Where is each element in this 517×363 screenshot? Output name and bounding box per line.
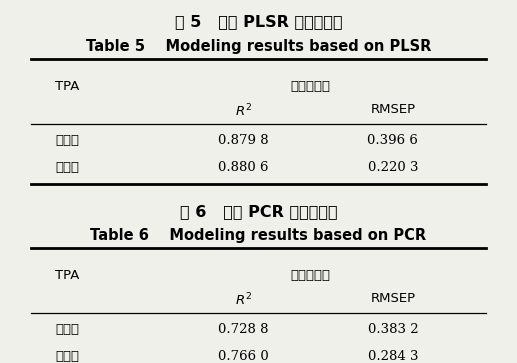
Text: 表 5   基于 PLSR 的建模结果: 表 5 基于 PLSR 的建模结果 xyxy=(175,15,342,29)
Text: 回复性: 回复性 xyxy=(55,350,79,363)
Text: Table 6    Modeling results based on PCR: Table 6 Modeling results based on PCR xyxy=(90,228,427,243)
Text: 粘聚性: 粘聚性 xyxy=(55,134,79,147)
Text: 0.396 6: 0.396 6 xyxy=(368,134,418,147)
Text: $R^2$: $R^2$ xyxy=(235,103,251,119)
Text: RMSEP: RMSEP xyxy=(370,292,416,305)
Text: 表 6   基于 PCR 的建模结果: 表 6 基于 PCR 的建模结果 xyxy=(180,204,337,219)
Text: 预测集结果: 预测集结果 xyxy=(290,269,330,282)
Text: 0.879 8: 0.879 8 xyxy=(218,134,268,147)
Text: 预测集结果: 预测集结果 xyxy=(290,80,330,93)
Text: 0.880 6: 0.880 6 xyxy=(218,161,268,174)
Text: 0.383 2: 0.383 2 xyxy=(368,323,418,336)
Text: 粘聚性: 粘聚性 xyxy=(55,323,79,336)
Text: $R^2$: $R^2$ xyxy=(235,292,251,309)
Text: 0.220 3: 0.220 3 xyxy=(368,161,418,174)
Text: 0.284 3: 0.284 3 xyxy=(368,350,418,363)
Text: TPA: TPA xyxy=(55,269,80,282)
Text: TPA: TPA xyxy=(55,80,80,93)
Text: 回复性: 回复性 xyxy=(55,161,79,174)
Text: 0.728 8: 0.728 8 xyxy=(218,323,268,336)
Text: RMSEP: RMSEP xyxy=(370,103,416,116)
Text: Table 5    Modeling results based on PLSR: Table 5 Modeling results based on PLSR xyxy=(86,39,431,54)
Text: 0.766 0: 0.766 0 xyxy=(218,350,268,363)
